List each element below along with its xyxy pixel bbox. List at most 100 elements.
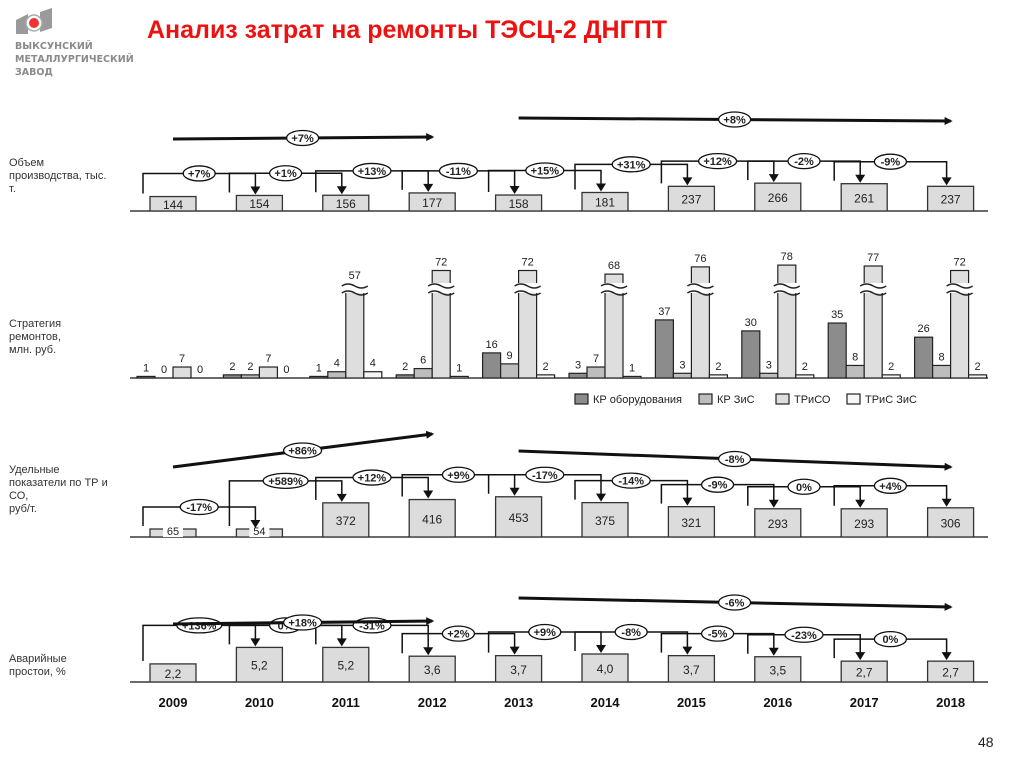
bar-value-label: 26: [917, 323, 929, 335]
change-badge-label: +8%: [723, 115, 746, 127]
bar-value-label: 72: [521, 257, 533, 269]
bar-value-label: 1: [456, 362, 462, 374]
bar-value-label: 7: [265, 353, 271, 365]
change-badge-label: +7%: [188, 168, 211, 180]
change-badge: [438, 162, 479, 180]
row-label-line: СО,: [9, 490, 29, 502]
value-box: [667, 185, 716, 212]
axis-break-icon: [686, 283, 714, 289]
logo-line-3: ЗАВОД: [15, 67, 53, 78]
bar-value-label: 2: [543, 361, 549, 373]
arrow-down-icon: [423, 647, 434, 656]
value-label: 5,2: [337, 659, 354, 673]
logo-line-2: МЕТАЛЛУРГИЧЕСКИЙ: [15, 54, 134, 65]
row-label-emergency-downtime: Аварийные простои, %: [9, 653, 129, 679]
value-label: 144: [163, 198, 183, 212]
axis-break-icon: [773, 283, 801, 289]
change-badge: [611, 472, 651, 489]
value-label: 2,7: [942, 666, 959, 680]
arrow-down-icon: [855, 652, 866, 661]
arrow-down-icon: [509, 487, 520, 496]
axis-break-icon: [946, 290, 974, 296]
arrow-down-icon: [423, 183, 434, 192]
change-badge: [873, 153, 908, 170]
arrow-down-icon: [941, 652, 952, 661]
value-box: [322, 646, 370, 683]
value-box: [408, 192, 456, 212]
value-box: [149, 195, 197, 212]
bar-value-label: 37: [658, 306, 670, 318]
value-label: 3,7: [683, 663, 700, 677]
axis-break-gap: [342, 283, 367, 293]
arrow-down-icon: [336, 493, 347, 502]
row-label-line: т.: [9, 183, 16, 195]
bar-0: [827, 322, 847, 379]
value-label: 306: [941, 516, 961, 530]
company-logo: [14, 8, 134, 88]
legend-label: ТРиСО: [794, 394, 831, 406]
bar-value-label: 77: [867, 252, 879, 264]
bar-value-label: 2: [888, 361, 894, 373]
value-label: 54: [253, 526, 265, 538]
bar-0: [913, 336, 934, 379]
change-badge-label: -6%: [725, 598, 745, 610]
row-label-line: Аварийные: [9, 653, 67, 665]
row-label-line: млн. руб.: [9, 344, 57, 356]
change-badge-label: +9%: [534, 627, 557, 639]
year-label: 2017: [850, 695, 879, 710]
axis-break-icon: [859, 290, 887, 296]
change-badge: [717, 111, 752, 128]
value-label: 3,5: [769, 663, 786, 677]
value-label: 416: [422, 512, 442, 526]
row-label-specific-indicators: Удельные показатели по ТР и СО, руб/т.: [9, 464, 129, 516]
axis-break-icon: [946, 283, 974, 289]
change-badge-label: +31%: [617, 159, 646, 171]
bar-value-label: 76: [694, 253, 706, 265]
value-box: [408, 655, 456, 683]
change-badge: [614, 623, 648, 641]
legend-label: ТРиС ЗиС: [865, 394, 917, 406]
value-box: [322, 502, 370, 538]
legend-swatch: [574, 393, 589, 405]
change-badge: [787, 478, 821, 495]
bar-value-label: 1: [629, 362, 635, 374]
bar-1: [759, 372, 779, 379]
change-badge-label: +12%: [358, 473, 387, 485]
row-label-line: простои, %: [9, 666, 66, 678]
change-badge: [352, 162, 392, 180]
arrow-down-icon: [682, 497, 693, 506]
bar-value-label: 6: [420, 355, 426, 367]
arrow-down-icon: [336, 186, 347, 195]
row-label-line: Стратегия: [9, 318, 62, 330]
value-label: 181: [595, 196, 615, 210]
value-label: 158: [509, 197, 529, 211]
bar-value-label: 3: [679, 359, 685, 371]
change-badge-label: +2%: [447, 629, 470, 641]
change-badge-label: +15%: [531, 165, 560, 177]
bar-3: [363, 371, 383, 379]
value-box: [408, 498, 456, 538]
bar-0: [395, 374, 415, 379]
bar-1: [240, 374, 260, 379]
value-label: 237: [681, 193, 701, 207]
arrow-down-icon: [682, 177, 693, 186]
axis-break-icon: [773, 290, 801, 296]
bar-3: [708, 374, 729, 379]
year-label: 2011: [332, 695, 360, 710]
bar-value-label: 35: [831, 309, 843, 321]
bar-0: [136, 375, 156, 379]
axis-break-gap: [688, 283, 713, 293]
change-badge-label: +9%: [447, 470, 470, 482]
change-badge-label: +4%: [879, 481, 902, 493]
axis-break-icon: [427, 290, 455, 296]
row-label-line: Удельные: [9, 464, 60, 476]
value-box: [322, 194, 370, 212]
arrow-down-icon: [682, 646, 693, 655]
bar-value-label: 3: [766, 359, 772, 371]
value-label: 453: [509, 511, 529, 525]
axis-break-gap: [947, 283, 972, 293]
change-badge-label: -17%: [186, 502, 212, 514]
bar-1: [931, 364, 952, 379]
axis-break-icon: [341, 283, 369, 289]
bar-value-label: 1: [316, 362, 322, 374]
